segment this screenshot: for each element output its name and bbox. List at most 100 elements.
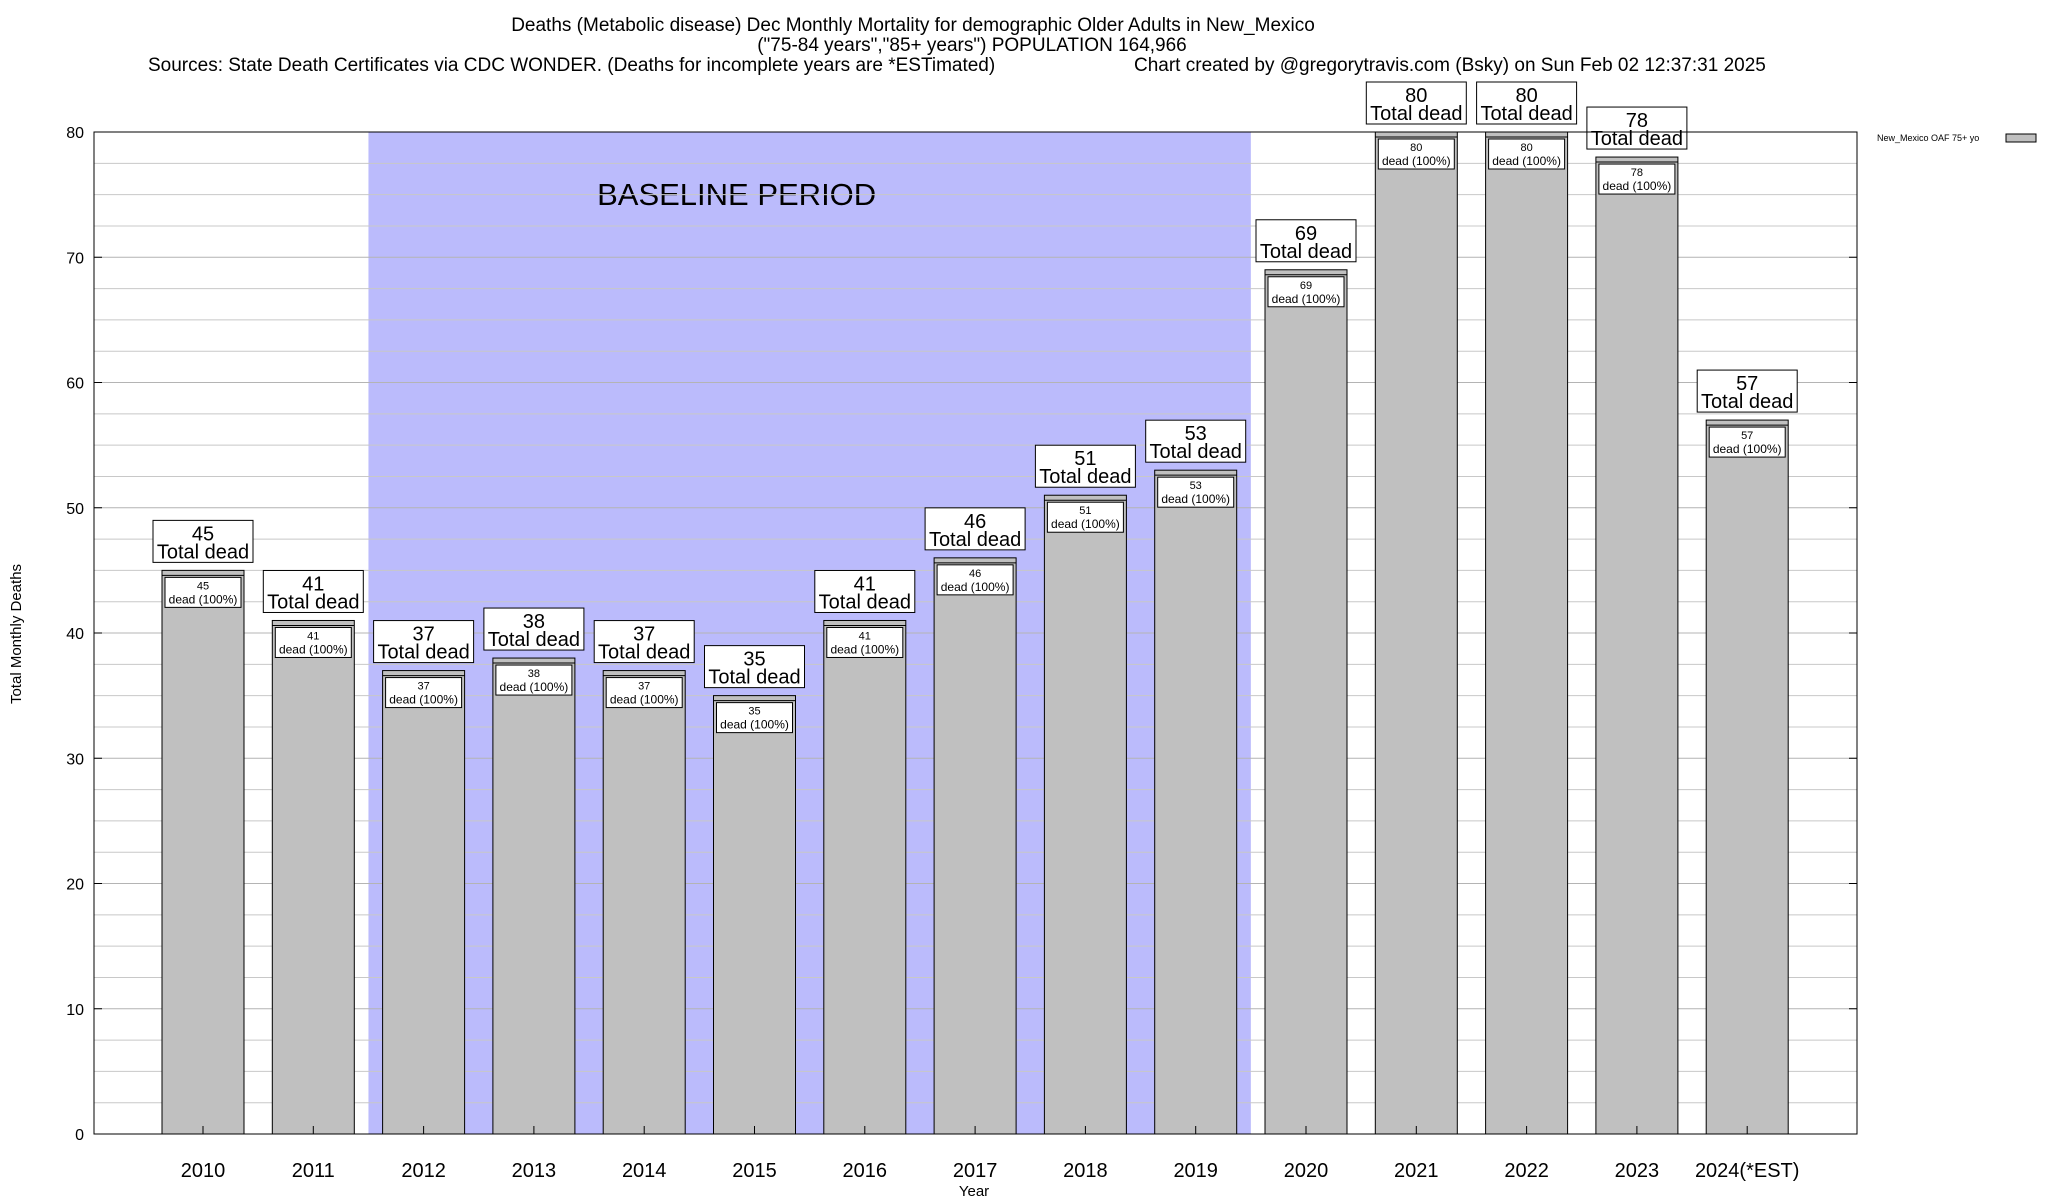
bar-total-suffix: Total dead (819, 591, 911, 613)
bar-total-value: 37 (412, 624, 434, 646)
bar-total-suffix: Total dead (708, 667, 800, 689)
bar (1043, 494, 1127, 1135)
x-tick-label: 2018 (1063, 1160, 1108, 1182)
chart-title: Deaths (Metabolic disease) Dec Monthly M… (148, 15, 1766, 76)
x-tick-label: 2011 (292, 1160, 335, 1182)
y-tick-label: 50 (66, 501, 84, 518)
bar-total-suffix: Total dead (1039, 466, 1131, 488)
bar-inner-label-box (936, 564, 1014, 596)
bar-inner-label-box (716, 702, 793, 734)
y-axis-label: Total Monthly Deaths (8, 564, 25, 704)
bar (1154, 469, 1238, 1135)
bar-total-label-box (1365, 81, 1467, 125)
bar-total-label-box (483, 607, 585, 651)
bar-total-label-box (814, 569, 916, 613)
bar-inner-value: 57 (1741, 430, 1753, 442)
bar-inner-label-box (274, 626, 352, 658)
x-tick-label: 2020 (1284, 1160, 1329, 1182)
x-tick-label: 2010 (181, 1160, 226, 1182)
x-tick-label: 2016 (843, 1160, 888, 1182)
bar (1595, 156, 1679, 1135)
title-line-3-sources: Sources: State Death Certificates via CD… (148, 55, 995, 76)
bar-total-value: 53 (1185, 423, 1207, 445)
y-tick-label: 30 (66, 751, 84, 768)
bar-inner-value: 69 (1300, 280, 1312, 292)
bar-total-label-box (1586, 106, 1688, 150)
bar-total-value: 46 (964, 511, 986, 533)
bar-total-label-box (593, 620, 695, 664)
bar-total-suffix: Total dead (1591, 128, 1683, 150)
bar-total-suffix: Total dead (488, 629, 580, 651)
bar-inner-value: 38 (528, 668, 540, 680)
x-tick-label: 2023 (1615, 1160, 1660, 1182)
bar-total-value: 80 (1405, 85, 1427, 107)
bar-inner-label-box (164, 576, 242, 608)
bar (823, 619, 907, 1135)
bar-total-suffix: Total dead (1370, 103, 1462, 125)
bar-total-value: 45 (192, 523, 214, 545)
bar-inner-suffix: dead (100%) (720, 718, 789, 732)
bar-inner-suffix: dead (100%) (1051, 517, 1120, 531)
x-tick-label: 2024(*EST) (1695, 1160, 1800, 1182)
bar-inner-label-box (385, 677, 463, 709)
bar-total-value: 78 (1626, 110, 1648, 132)
bar-total-value: 35 (743, 649, 765, 671)
bar-total-suffix: Total dead (598, 642, 690, 664)
bar-inner-value: 35 (748, 706, 760, 718)
bar-inner-label-box (1377, 138, 1455, 170)
bar-inner-label-box (605, 677, 683, 709)
bar-total-value: 51 (1074, 448, 1096, 470)
legend-swatch (2005, 133, 2037, 143)
bar-total-suffix: Total dead (1260, 241, 1352, 263)
bar-total-suffix: Total dead (267, 591, 359, 613)
x-tick-label: 2019 (1173, 1160, 1218, 1182)
bar-total-value: 41 (854, 573, 876, 595)
y-tick-label: 10 (66, 1002, 84, 1019)
bar-total-suffix: Total dead (377, 642, 469, 664)
title-line-2: ("75-84 years","85+ years") POPULATION 1… (757, 35, 1187, 56)
y-tick-label: 60 (66, 376, 84, 393)
x-tick-label: 2022 (1504, 1160, 1549, 1182)
x-tick-label: 2012 (401, 1160, 446, 1182)
title-line-3-credit: Chart created by @gregorytravis.com (Bsk… (1134, 55, 1766, 76)
bar-inner-value: 80 (1410, 142, 1422, 154)
bar-total-suffix: Total dead (929, 529, 1021, 551)
legend-label: New_Mexico OAF 75+ yo (1877, 133, 1979, 143)
bar-inner-suffix: dead (100%) (1713, 442, 1782, 456)
bar (382, 670, 466, 1135)
bar (713, 695, 796, 1135)
bar-total-value: 41 (302, 573, 324, 595)
x-tick-label: 2015 (732, 1160, 777, 1182)
bar-inner-value: 46 (969, 568, 981, 580)
bar-inner-value: 53 (1190, 480, 1202, 492)
x-tick-label: 2021 (1394, 1160, 1439, 1182)
bar-total-label-box (1255, 219, 1357, 263)
bar-total-label-box (373, 620, 475, 664)
bar-inner-value: 37 (638, 681, 650, 693)
bar-inner-label-box (1267, 276, 1345, 308)
x-axis-label: Year (959, 1183, 989, 1200)
bar-total-value: 37 (633, 624, 655, 646)
bar-total-label-box (1476, 81, 1578, 125)
y-tick-label: 40 (66, 626, 84, 643)
bar-total-value: 38 (523, 611, 545, 633)
bar (933, 557, 1017, 1135)
bar-total-suffix: Total dead (1150, 441, 1242, 463)
bar-total-suffix: Total dead (157, 541, 249, 563)
bar (1485, 131, 1569, 1135)
bar-total-value: 80 (1515, 85, 1537, 107)
bar-inner-value: 45 (197, 580, 209, 592)
bar-inner-label-box (1598, 163, 1676, 195)
bar-inner-suffix: dead (100%) (1272, 292, 1341, 306)
bar-inner-suffix: dead (100%) (1603, 179, 1672, 193)
bar (1264, 269, 1348, 1135)
bar (1705, 419, 1789, 1135)
bar-total-suffix: Total dead (1701, 391, 1793, 413)
bar-total-value: 57 (1736, 373, 1758, 395)
bar-inner-suffix: dead (100%) (1382, 154, 1451, 168)
bar (1374, 131, 1458, 1135)
x-tick-label: 2017 (953, 1160, 998, 1182)
bar-inner-suffix: dead (100%) (1492, 154, 1561, 168)
plot-border (93, 131, 1858, 1135)
bar-inner-label-box (826, 626, 904, 658)
